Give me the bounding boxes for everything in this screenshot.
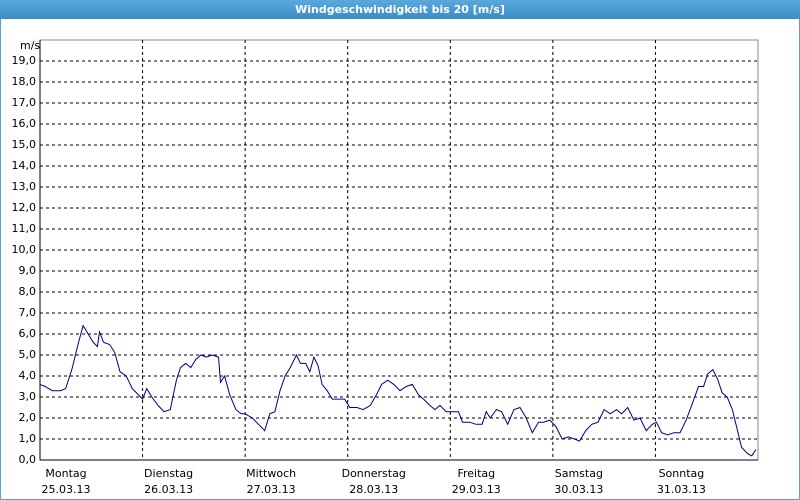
y-tick-label: 4,0: [19, 369, 37, 382]
y-tick-label: 11,0: [12, 222, 37, 235]
x-tick-date: 26.03.13: [144, 483, 193, 496]
x-tick-date: 30.03.13: [554, 483, 603, 496]
y-tick-label: 12,0: [12, 201, 37, 214]
x-tick-label: Sonntag: [659, 467, 705, 480]
x-tick-date: 31.03.13: [657, 483, 706, 496]
y-tick-label: 16,0: [12, 117, 37, 130]
y-tick-label: 14,0: [12, 159, 37, 172]
y-tick-label: 5,0: [19, 348, 37, 361]
x-tick-date: 27.03.13: [247, 483, 296, 496]
y-tick-label: 8,0: [19, 285, 37, 298]
y-tick-label: 2,0: [19, 411, 37, 424]
x-tick-label: Donnerstag: [342, 467, 406, 480]
y-tick-label: 6,0: [19, 327, 37, 340]
x-tick-date: 29.03.13: [452, 483, 501, 496]
y-tick-label: 15,0: [12, 138, 37, 151]
x-tick-label: Samstag: [555, 467, 603, 480]
x-tick-date: 25.03.13: [42, 483, 91, 496]
x-tick-label: Montag: [45, 467, 86, 480]
y-tick-label: 3,0: [19, 390, 37, 403]
y-tick-label: 10,0: [12, 243, 37, 256]
y-tick-label: 13,0: [12, 180, 37, 193]
chart-title: Windgeschwindigkeit bis 20 [m/s]: [295, 3, 505, 16]
y-axis-label: m/s: [20, 39, 40, 52]
y-tick-label: 0,0: [19, 453, 37, 466]
data-line: [39, 324, 757, 457]
x-tick-label: Freitag: [457, 467, 495, 480]
y-tick-label: 18,0: [12, 75, 37, 88]
title-bar: [0, 0, 800, 19]
y-tick-label: 1,0: [19, 432, 37, 445]
x-tick-label: Mittwoch: [246, 467, 296, 480]
x-tick-date: 28.03.13: [349, 483, 398, 496]
y-tick-label: 17,0: [12, 96, 37, 109]
x-tick-label: Dienstag: [144, 467, 193, 480]
y-tick-label: 9,0: [19, 264, 37, 277]
y-tick-label: 19,0: [12, 54, 37, 67]
y-tick-label: 7,0: [19, 306, 37, 319]
plot-area: [39, 39, 759, 461]
